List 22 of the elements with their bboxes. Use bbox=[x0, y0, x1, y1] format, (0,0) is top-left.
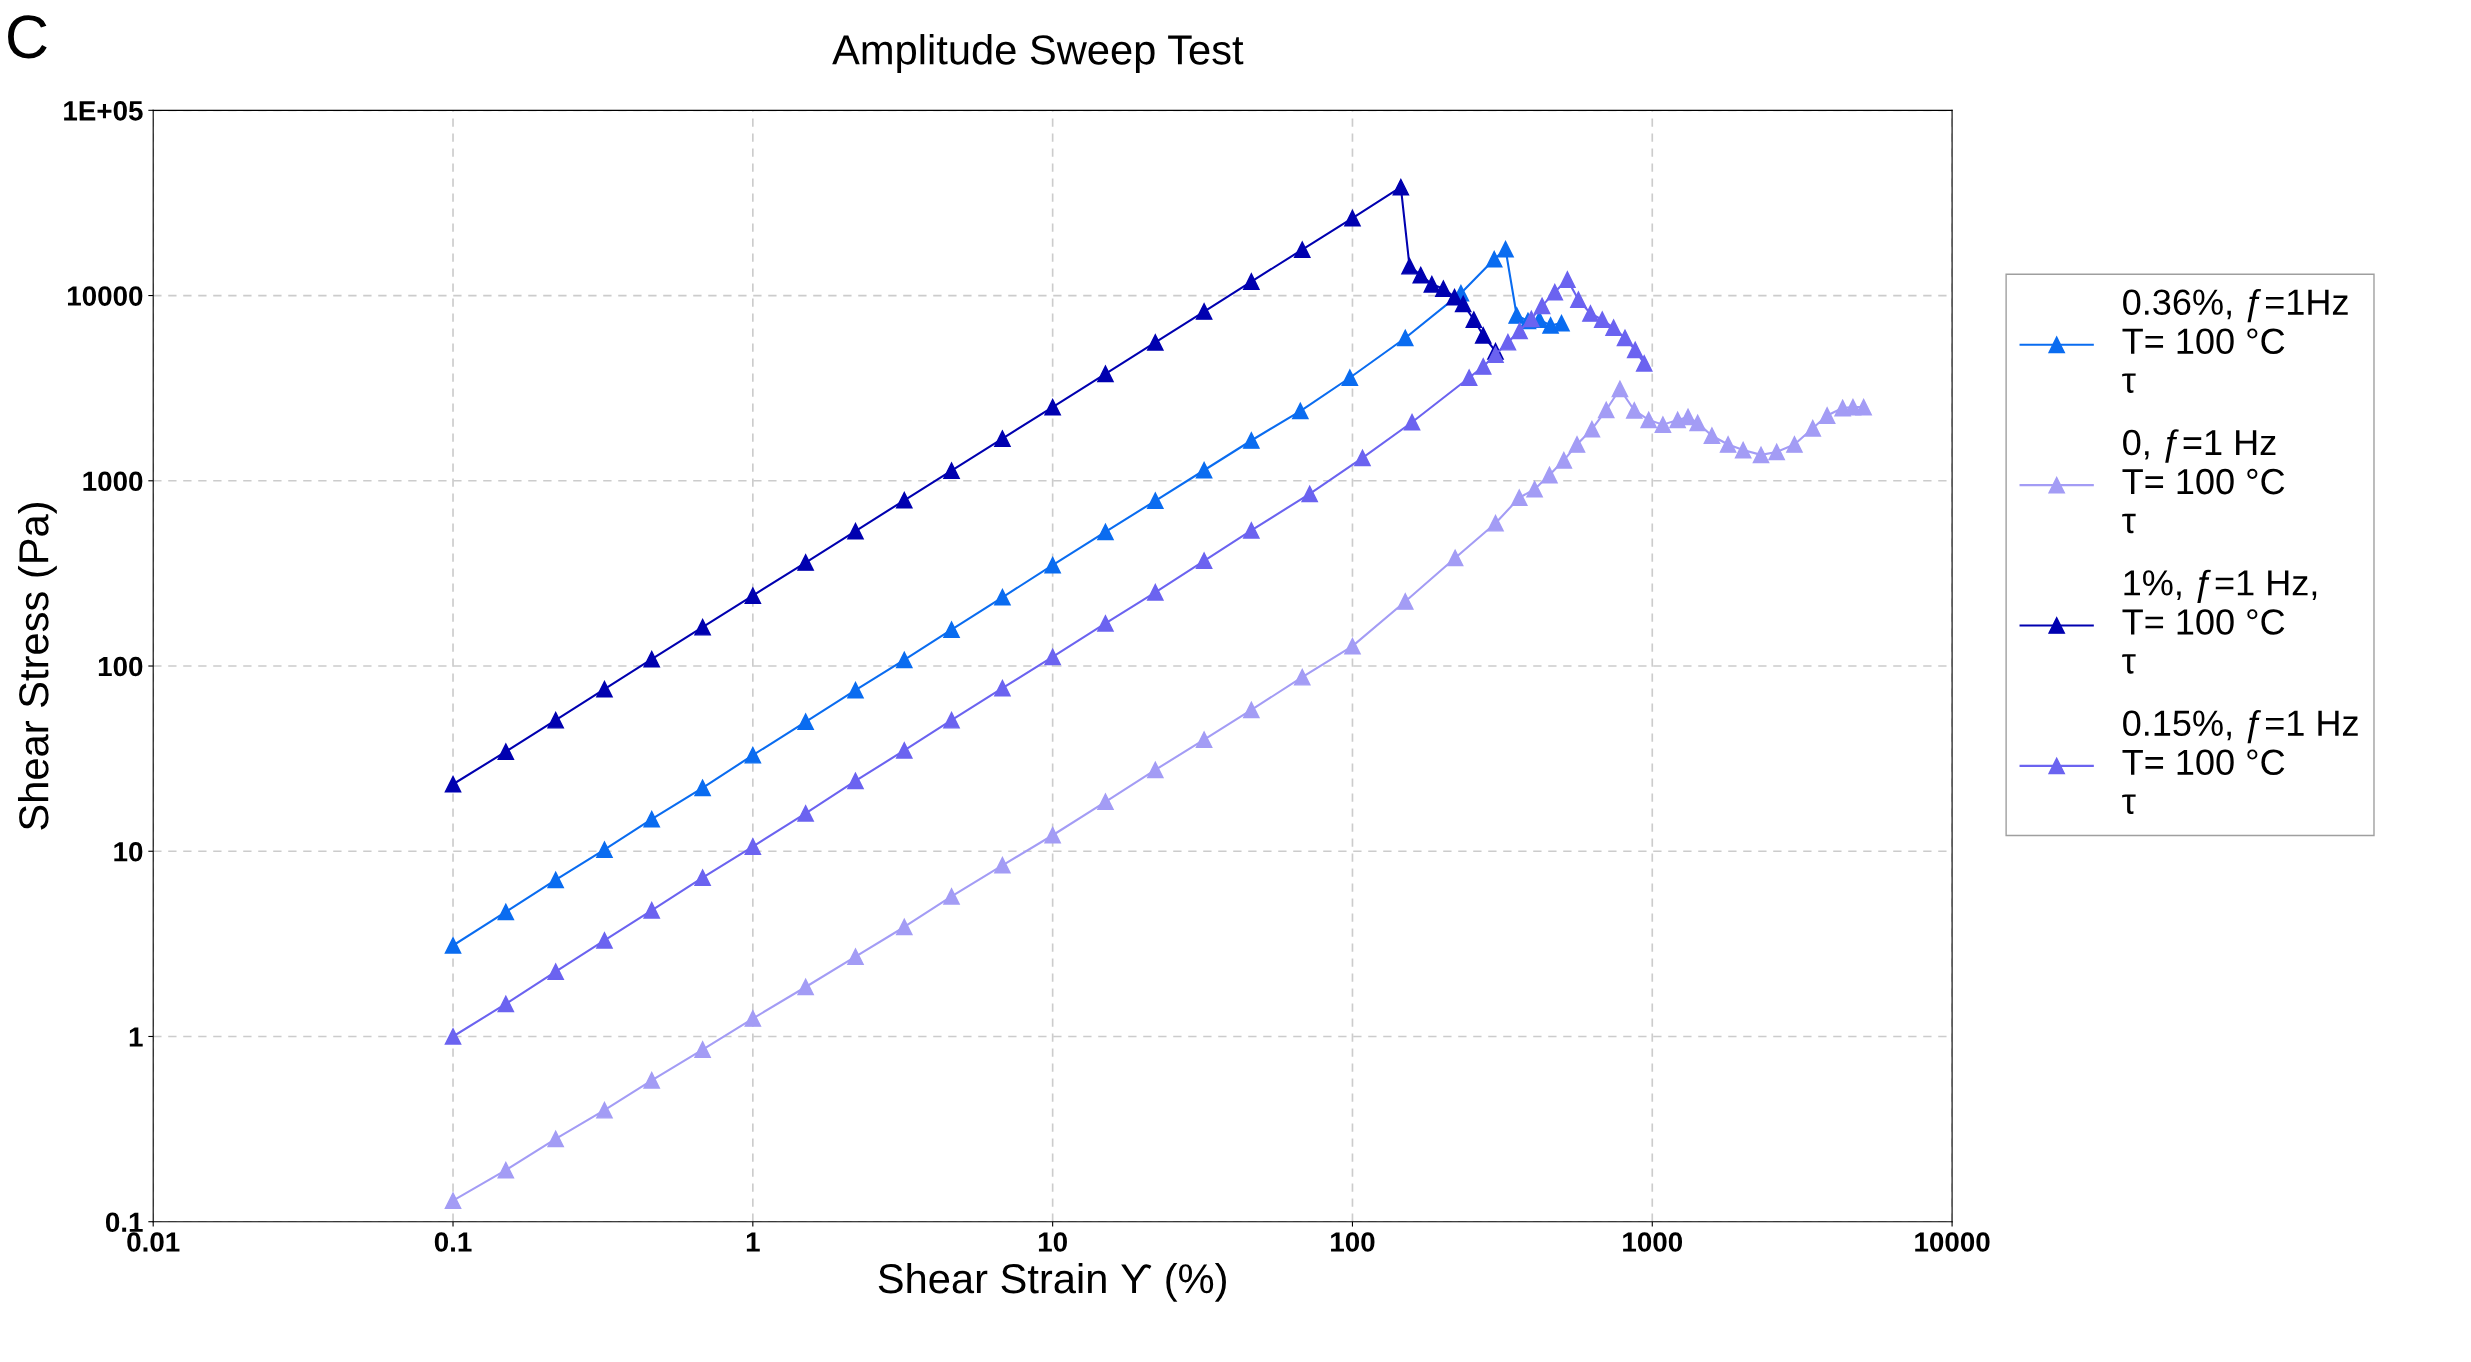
x-axis-title: Shear Strain ϒ (%) bbox=[878, 1262, 1226, 1302]
y-tick-label: 100 bbox=[98, 656, 143, 677]
legend-label: 0.36%, ƒ=1Hz T= 100 °C τ bbox=[2122, 289, 2348, 393]
y-tick-label: 1000 bbox=[83, 471, 143, 492]
text: C bbox=[8, 15, 47, 59]
y-tick-label: 1E+05 bbox=[64, 100, 143, 121]
legend-label: 0, ƒ=1 Hz T= 100 °C τ bbox=[2122, 429, 2285, 534]
x-tick-label: 1 bbox=[746, 1232, 760, 1252]
y-tick-label: 10000 bbox=[67, 286, 143, 306]
y-tick-label: 10 bbox=[114, 841, 143, 862]
x-tick-label: 0.01 bbox=[127, 1232, 180, 1252]
legend-label: 1%, ƒ=1 Hz, T= 100 °C τ bbox=[2122, 569, 2317, 674]
y-axis-title: Shear Stress (Pa) bbox=[17, 503, 57, 830]
x-tick-label: 10 bbox=[1038, 1232, 1067, 1252]
chart-title: Amplitude Sweep Test bbox=[832, 34, 1244, 73]
x-tick-label: 1000 bbox=[1623, 1232, 1683, 1252]
y-tick-label: 1 bbox=[129, 1027, 143, 1047]
x-tick-label: 0.1 bbox=[434, 1232, 472, 1252]
x-tick-label: 100 bbox=[1331, 1232, 1375, 1252]
legend-label: 0.15%, ƒ=1 Hz T= 100 °C τ bbox=[2122, 710, 2358, 814]
y-tick-label: 0.1 bbox=[105, 1212, 143, 1233]
x-tick-label: 10000 bbox=[1915, 1232, 1990, 1252]
